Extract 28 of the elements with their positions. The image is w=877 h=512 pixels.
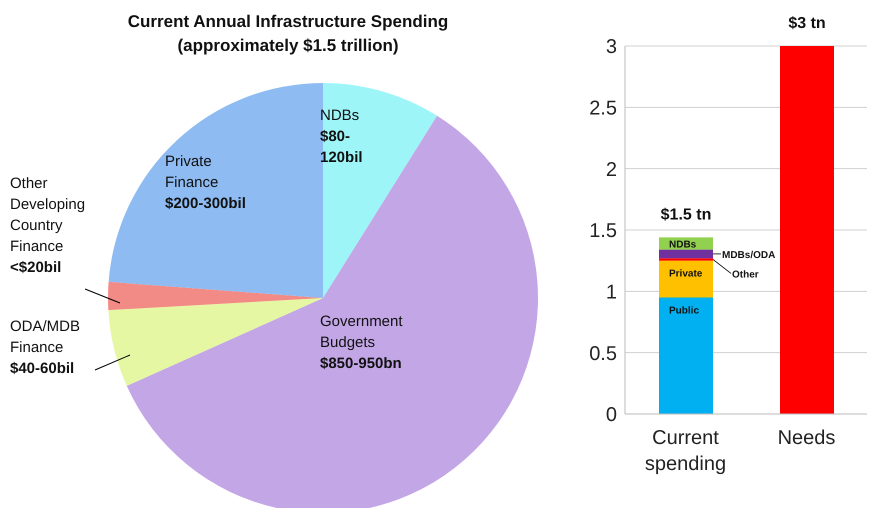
y-tick-label: 3	[606, 36, 617, 58]
slice-label: NDBs	[320, 107, 360, 124]
y-tick-label: 1.5	[589, 220, 617, 242]
data-label: <$20bil	[10, 259, 62, 276]
chart-title: Current Annual Infrastructure Spending	[126, 11, 450, 33]
y-tick-label: 0	[606, 404, 617, 426]
series-label: MDBs/ODA	[722, 250, 776, 261]
slice-label: Government Budgets	[320, 313, 404, 351]
y-tick-label: 1	[606, 281, 617, 304]
data-label: $40-60bil	[10, 360, 74, 377]
data-label: $200-300bil	[165, 195, 246, 212]
y-tick-label: 0.5	[589, 342, 617, 365]
total-label: $1.5 tn	[660, 206, 712, 224]
series-label: Private	[669, 268, 703, 280]
chart-subtitle: (approximately $1.5 trillion)	[176, 35, 400, 57]
slice-label: ODA/MDB Finance	[10, 318, 80, 356]
text: Other	[732, 269, 759, 280]
y-tick-label: 2.5	[589, 97, 617, 120]
series-label: Public	[669, 305, 700, 316]
data-label: $850-950bn	[320, 355, 402, 372]
x-tick-label: Current spending	[644, 427, 726, 475]
data-label: $80-120bil	[320, 128, 363, 166]
slice-label: Other Developing Country Finance	[10, 175, 86, 255]
series-label: NDBs	[669, 239, 697, 250]
y-tick-label: 2	[606, 158, 617, 181]
slice-label: Private Finance	[165, 153, 218, 191]
total-label: $3 tn	[788, 15, 826, 32]
x-tick-label: Needs	[778, 427, 836, 449]
